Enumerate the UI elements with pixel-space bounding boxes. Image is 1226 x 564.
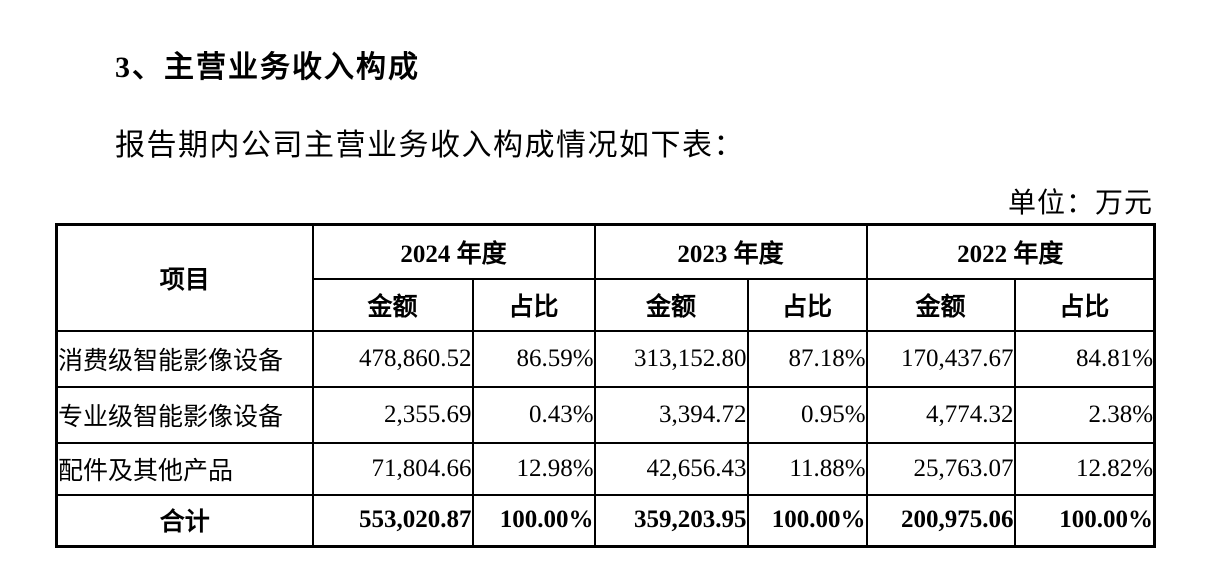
total-2022-amount: 200,975.06 xyxy=(865,493,1016,548)
row-2022-ratio: 12.82% xyxy=(1013,441,1156,496)
row-2023-ratio: 0.95% xyxy=(746,385,868,444)
total-2023-amount: 359,203.95 xyxy=(593,493,749,548)
table-row-total: 合计 553,020.87 100.00% 359,203.95 100.00%… xyxy=(55,493,1156,548)
row-2023-ratio: 87.18% xyxy=(746,329,868,388)
row-2023-amount: 3,394.72 xyxy=(593,385,749,444)
row-2024-ratio: 86.59% xyxy=(471,329,596,388)
row-2024-amount: 2,355.69 xyxy=(311,385,474,444)
header-2024-amount: 金额 xyxy=(311,277,474,332)
row-2022-amount: 170,437.67 xyxy=(865,329,1016,388)
header-year-2022: 2022 年度 xyxy=(865,223,1156,280)
row-item-label: 消费级智能影像设备 xyxy=(55,329,314,388)
header-item-column: 项目 xyxy=(55,223,314,332)
table-header-year-row: 项目 2024 年度 2023 年度 2022 年度 xyxy=(55,223,1156,332)
header-2023-ratio: 占比 xyxy=(746,277,868,332)
row-item-label: 专业级智能影像设备 xyxy=(55,385,314,444)
total-2023-ratio: 100.00% xyxy=(746,493,868,548)
header-2022-ratio: 占比 xyxy=(1013,277,1156,332)
row-2023-amount: 42,656.43 xyxy=(593,441,749,496)
table-row-accessories: 配件及其他产品 71,804.66 12.98% 42,656.43 11.88… xyxy=(55,441,1156,496)
header-year-2023: 2023 年度 xyxy=(593,223,868,280)
row-2024-amount: 478,860.52 xyxy=(311,329,474,388)
total-2022-ratio: 100.00% xyxy=(1013,493,1156,548)
header-2024-ratio: 占比 xyxy=(471,277,596,332)
row-2022-amount: 25,763.07 xyxy=(865,441,1016,496)
table-row-consumer-imaging: 消费级智能影像设备 478,860.52 86.59% 313,152.80 8… xyxy=(55,329,1156,388)
total-2024-ratio: 100.00% xyxy=(471,493,596,548)
table-row-professional-imaging: 专业级智能影像设备 2,355.69 0.43% 3,394.72 0.95% … xyxy=(55,385,1156,444)
row-2022-ratio: 84.81% xyxy=(1013,329,1156,388)
unit-label: 单位：万元 xyxy=(1007,188,1153,219)
header-2022-amount: 金额 xyxy=(865,277,1016,332)
table-header-sub-row: 金额 占比 金额 占比 金额 占比 xyxy=(57,277,1156,332)
row-2023-ratio: 11.88% xyxy=(746,441,868,496)
header-year-2024: 2024 年度 xyxy=(311,223,596,280)
total-2024-amount: 553,020.87 xyxy=(311,493,474,548)
intro-paragraph: 报告期内公司主营业务收入构成情况如下表： xyxy=(115,129,745,162)
total-label: 合计 xyxy=(55,493,314,548)
row-2022-amount: 4,774.32 xyxy=(865,385,1016,444)
row-2024-ratio: 12.98% xyxy=(471,441,596,496)
header-2023-amount: 金额 xyxy=(593,277,749,332)
row-2023-amount: 313,152.80 xyxy=(593,329,749,388)
revenue-composition-table: 项目 2024 年度 2023 年度 2022 年度 金额 占比 金额 占比 金… xyxy=(55,223,1157,548)
row-item-label: 配件及其他产品 xyxy=(55,441,314,496)
row-2022-ratio: 2.38% xyxy=(1013,385,1156,444)
row-2024-amount: 71,804.66 xyxy=(311,441,474,496)
section-heading: 3、主营业务收入构成 xyxy=(115,51,420,84)
row-2024-ratio: 0.43% xyxy=(471,385,596,444)
